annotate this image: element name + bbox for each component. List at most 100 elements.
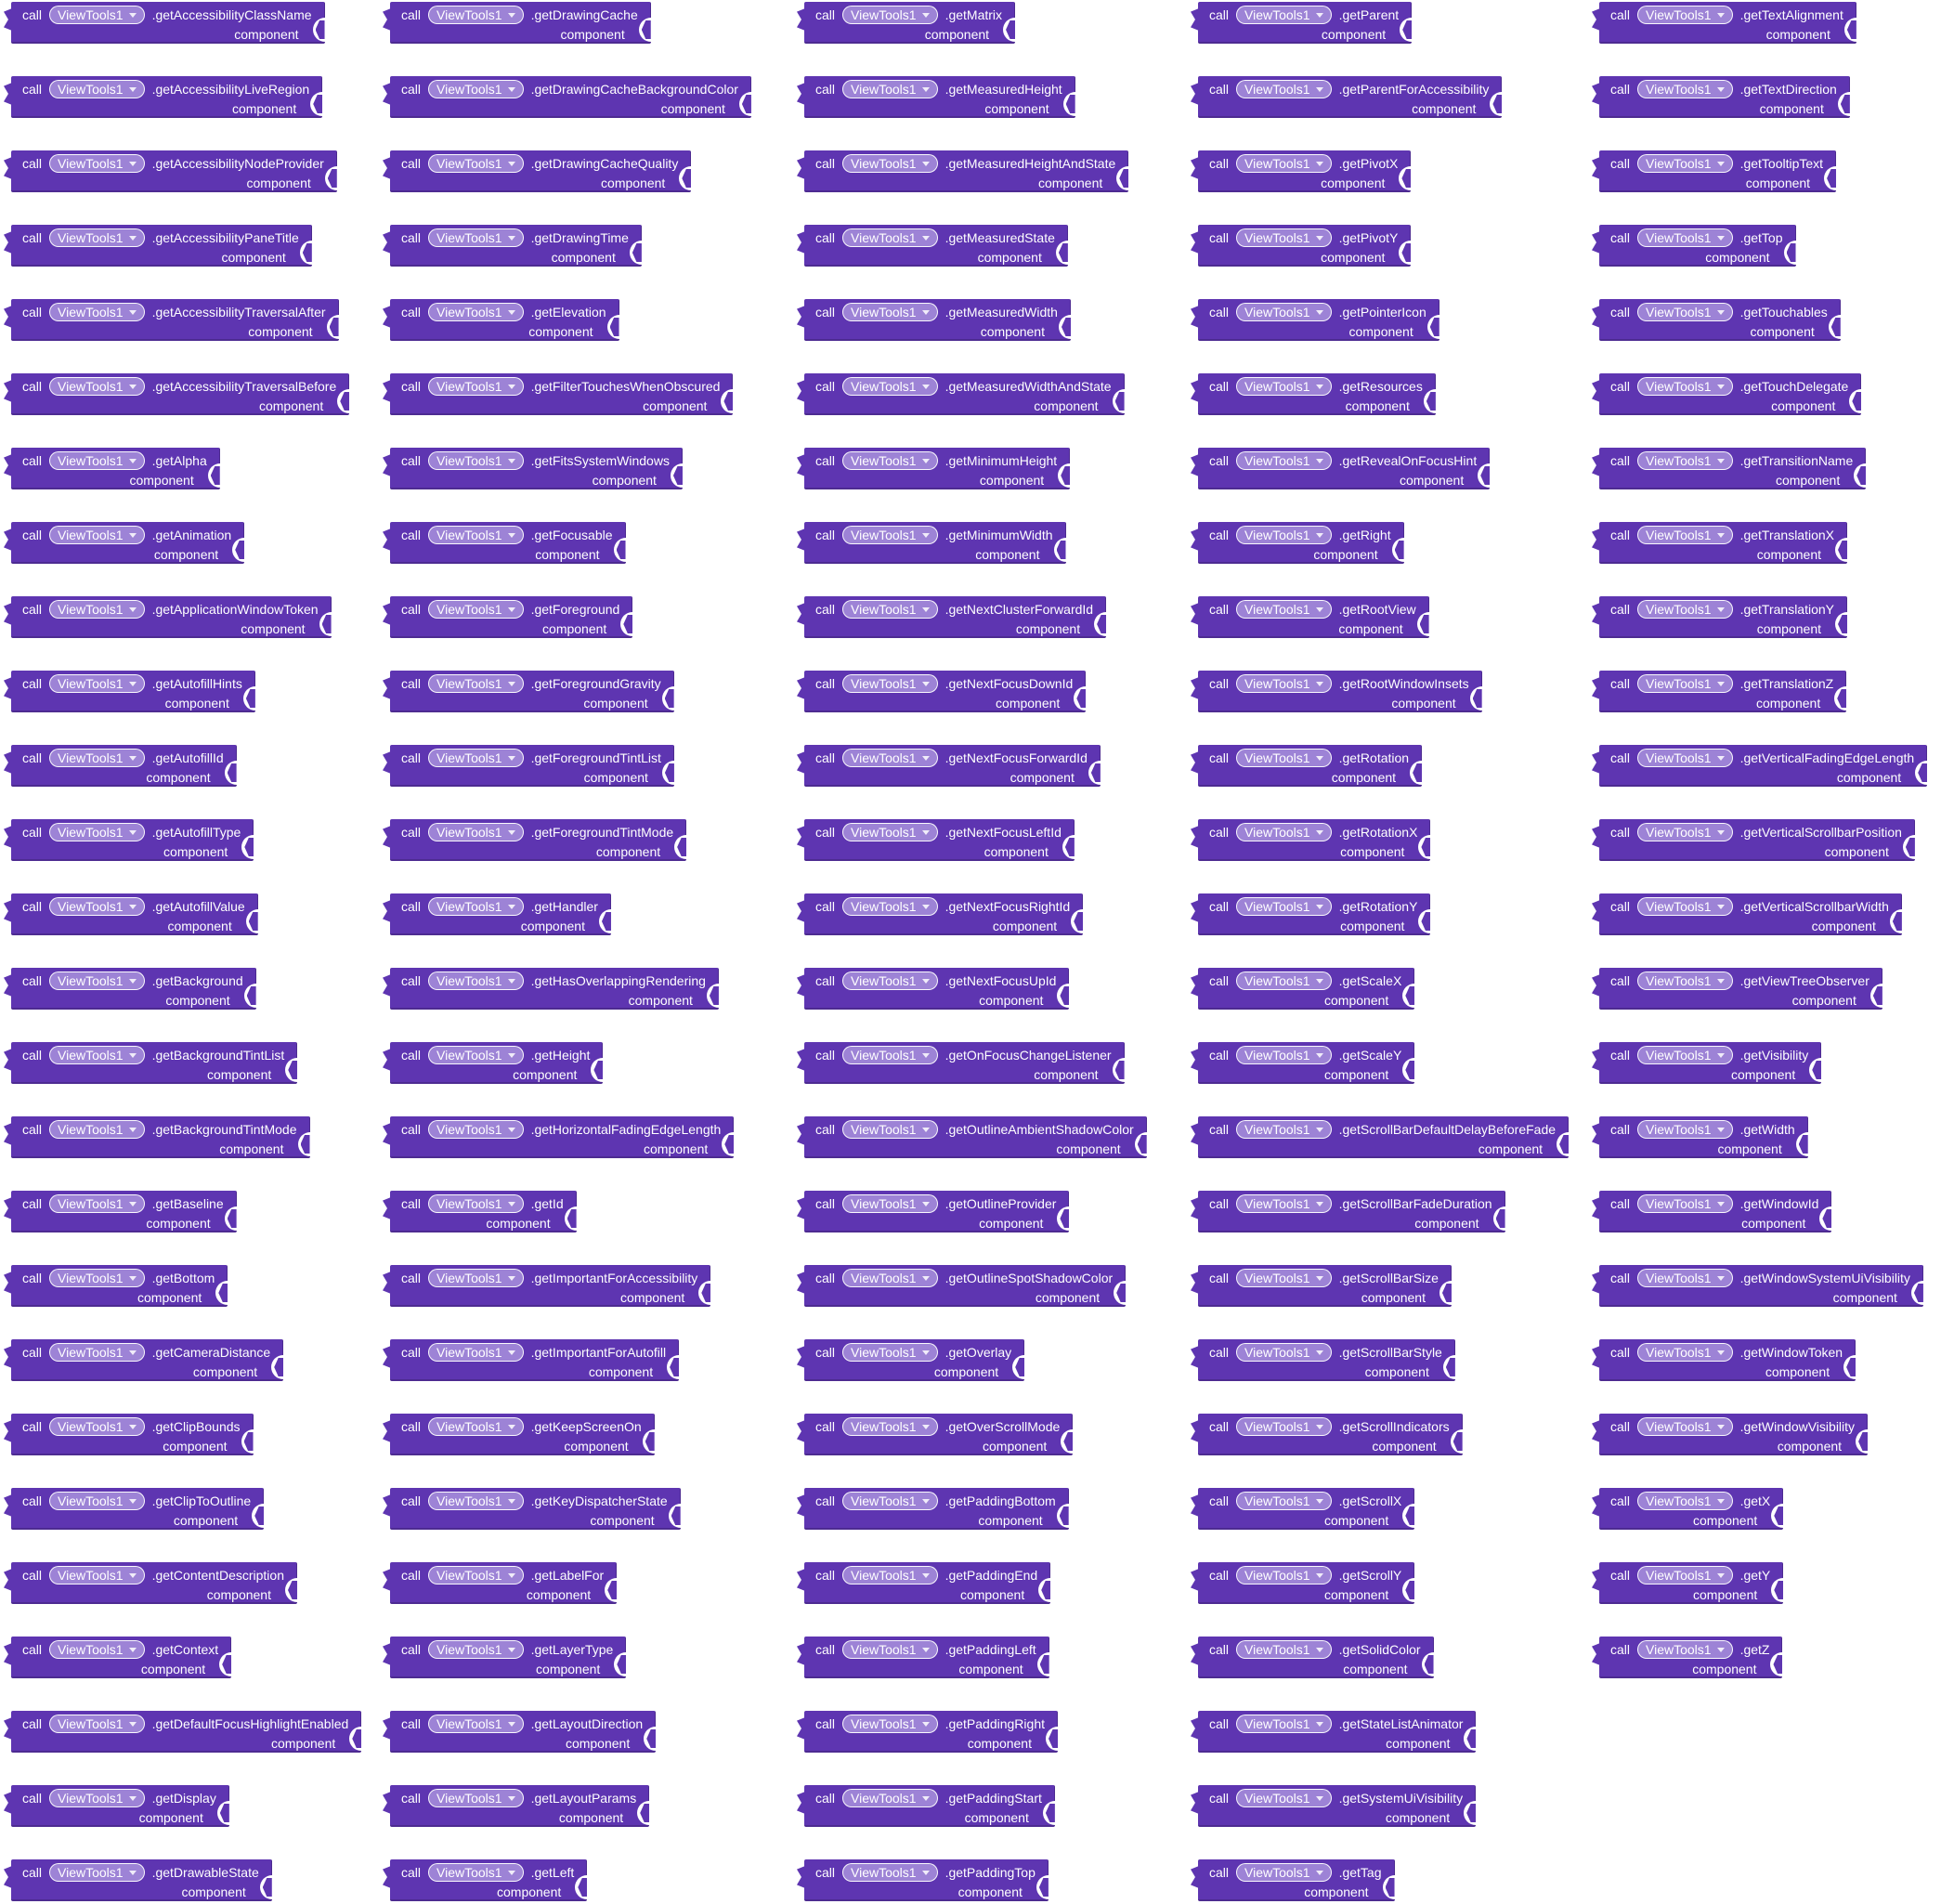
component-input-socket[interactable]: [1114, 1281, 1127, 1305]
method-call-block[interactable]: call ViewTools1 .getClipToOutline component: [4, 1488, 265, 1530]
method-call-block[interactable]: call ViewTools1 .getBackgroundTintMode comp…: [4, 1116, 310, 1158]
component-instance-dropdown[interactable]: ViewTools1: [842, 1343, 938, 1362]
component-instance-dropdown[interactable]: ViewTools1: [1637, 1343, 1733, 1362]
method-call-block[interactable]: call ViewTools1 .getOutlineSpotShadowColor…: [797, 1265, 1127, 1307]
component-instance-dropdown[interactable]: ViewTools1: [49, 600, 145, 619]
method-call-block[interactable]: call ViewTools1 .getMeasuredWidthAndState c…: [797, 373, 1125, 415]
component-input-socket[interactable]: [1834, 686, 1847, 711]
method-call-block[interactable]: call ViewTools1 .getTop component: [1592, 225, 1796, 267]
component-input-socket[interactable]: [243, 984, 256, 1008]
method-call-block[interactable]: call ViewTools1 .getKeyDispatcherState comp…: [383, 1488, 681, 1530]
method-call-block[interactable]: call ViewTools1 .getOutlineAmbientShadowCo…: [797, 1116, 1147, 1158]
method-call-block[interactable]: call ViewTools1 .getDrawingCacheQuality com…: [383, 150, 692, 192]
method-call-block[interactable]: call ViewTools1 .getTextAlignment component: [1592, 2, 1856, 44]
method-call-block[interactable]: call ViewTools1 .getCameraDistance componen…: [4, 1339, 284, 1381]
method-call-block[interactable]: call ViewTools1 .getContext component: [4, 1637, 232, 1678]
method-call-block[interactable]: call ViewTools1 .getPaddingLeft component: [797, 1637, 1049, 1678]
component-instance-dropdown[interactable]: ViewTools1: [428, 1343, 524, 1362]
component-input-socket[interactable]: [241, 1429, 254, 1454]
method-call-block[interactable]: call ViewTools1 .getRootWindowInsets compon…: [1191, 671, 1482, 712]
component-instance-dropdown[interactable]: ViewTools1: [49, 972, 145, 990]
component-instance-dropdown[interactable]: ViewTools1: [1637, 1492, 1733, 1510]
component-input-socket[interactable]: [1557, 1132, 1570, 1156]
component-instance-dropdown[interactable]: ViewTools1: [49, 823, 145, 841]
component-input-socket[interactable]: [312, 18, 325, 42]
component-instance-dropdown[interactable]: ViewTools1: [1236, 897, 1332, 916]
method-call-block[interactable]: call ViewTools1 .getLayerType component: [383, 1637, 627, 1678]
method-call-block[interactable]: call ViewTools1 .getRotation component: [1191, 745, 1423, 787]
component-instance-dropdown[interactable]: ViewTools1: [1637, 1120, 1733, 1139]
component-input-socket[interactable]: [1055, 241, 1068, 265]
component-input-socket[interactable]: [613, 538, 626, 562]
component-instance-dropdown[interactable]: ViewTools1: [428, 1566, 524, 1584]
method-call-block[interactable]: call ViewTools1 .getTouchables component: [1592, 299, 1841, 341]
component-instance-dropdown[interactable]: ViewTools1: [49, 1863, 145, 1882]
component-instance-dropdown[interactable]: ViewTools1: [428, 1863, 524, 1882]
component-input-socket[interactable]: [310, 92, 323, 116]
component-input-socket[interactable]: [1442, 1355, 1455, 1379]
component-input-socket[interactable]: [215, 1281, 228, 1305]
component-instance-dropdown[interactable]: ViewTools1: [1236, 1269, 1332, 1287]
component-instance-dropdown[interactable]: ViewTools1: [1637, 1640, 1733, 1659]
component-input-socket[interactable]: [1771, 1504, 1784, 1528]
component-instance-dropdown[interactable]: ViewTools1: [842, 823, 938, 841]
method-call-block[interactable]: call ViewTools1 .getLayoutParams component: [383, 1785, 650, 1827]
component-instance-dropdown[interactable]: ViewTools1: [1637, 972, 1733, 990]
component-input-socket[interactable]: [1062, 92, 1075, 116]
method-call-block[interactable]: call ViewTools1 .getTouchDelegate component: [1592, 373, 1862, 415]
component-instance-dropdown[interactable]: ViewTools1: [1236, 1566, 1332, 1584]
component-instance-dropdown[interactable]: ViewTools1: [1236, 600, 1332, 619]
method-call-block[interactable]: call ViewTools1 .getClipBounds component: [4, 1414, 254, 1455]
component-input-socket[interactable]: [1869, 984, 1882, 1008]
method-call-block[interactable]: call ViewTools1 .getLeft component: [383, 1859, 588, 1901]
component-instance-dropdown[interactable]: ViewTools1: [1236, 1417, 1332, 1436]
method-call-block[interactable]: call ViewTools1 .getRotationX component: [1191, 819, 1431, 861]
component-instance-dropdown[interactable]: ViewTools1: [428, 600, 524, 619]
component-input-socket[interactable]: [1038, 1578, 1051, 1602]
component-instance-dropdown[interactable]: ViewTools1: [49, 674, 145, 693]
component-instance-dropdown[interactable]: ViewTools1: [1236, 1715, 1332, 1733]
component-instance-dropdown[interactable]: ViewTools1: [49, 1194, 145, 1213]
component-instance-dropdown[interactable]: ViewTools1: [842, 972, 938, 990]
component-input-socket[interactable]: [670, 463, 683, 488]
component-input-socket[interactable]: [1809, 1058, 1822, 1082]
component-instance-dropdown[interactable]: ViewTools1: [49, 1715, 145, 1733]
component-input-socket[interactable]: [1056, 1504, 1069, 1528]
component-input-socket[interactable]: [1036, 1875, 1049, 1899]
component-instance-dropdown[interactable]: ViewTools1: [49, 1269, 145, 1287]
method-call-block[interactable]: call ViewTools1 .getDrawingTime component: [383, 225, 642, 267]
method-call-block[interactable]: call ViewTools1 .getAutofillType component: [4, 819, 254, 861]
component-input-socket[interactable]: [1053, 538, 1066, 562]
component-input-socket[interactable]: [1450, 1429, 1463, 1454]
component-input-socket[interactable]: [242, 686, 255, 711]
method-call-block[interactable]: call ViewTools1 .getTextDirection component: [1592, 76, 1850, 118]
component-instance-dropdown[interactable]: ViewTools1: [1236, 972, 1332, 990]
method-call-block[interactable]: call ViewTools1 .getPaddingEnd component: [797, 1562, 1051, 1604]
component-input-socket[interactable]: [1464, 1801, 1477, 1825]
component-input-socket[interactable]: [319, 612, 332, 636]
component-instance-dropdown[interactable]: ViewTools1: [428, 451, 524, 470]
component-input-socket[interactable]: [1835, 612, 1848, 636]
component-instance-dropdown[interactable]: ViewTools1: [1236, 1789, 1332, 1807]
method-call-block[interactable]: call ViewTools1 .getTranslationZ component: [1592, 671, 1847, 712]
component-input-socket[interactable]: [1402, 1504, 1415, 1528]
component-input-socket[interactable]: [1854, 463, 1867, 488]
component-instance-dropdown[interactable]: ViewTools1: [842, 897, 938, 916]
component-instance-dropdown[interactable]: ViewTools1: [1637, 228, 1733, 247]
method-call-block[interactable]: call ViewTools1 .getAccessibilityClassName…: [4, 2, 325, 44]
component-instance-dropdown[interactable]: ViewTools1: [49, 1046, 145, 1064]
method-call-block[interactable]: call ViewTools1 .getPaddingRight component: [797, 1711, 1058, 1753]
component-input-socket[interactable]: [324, 166, 337, 190]
component-instance-dropdown[interactable]: ViewTools1: [49, 228, 145, 247]
component-instance-dropdown[interactable]: ViewTools1: [842, 6, 938, 24]
component-instance-dropdown[interactable]: ViewTools1: [1637, 1269, 1733, 1287]
method-call-block[interactable]: call ViewTools1 .getHorizontalFadingEdgeLe…: [383, 1116, 735, 1158]
method-call-block[interactable]: call ViewTools1 .getScrollBarStyle componen…: [1191, 1339, 1455, 1381]
component-input-socket[interactable]: [1036, 1652, 1049, 1676]
component-input-socket[interactable]: [1843, 1355, 1856, 1379]
component-input-socket[interactable]: [644, 1727, 657, 1751]
component-instance-dropdown[interactable]: ViewTools1: [428, 1789, 524, 1807]
component-input-socket[interactable]: [1071, 909, 1084, 933]
component-instance-dropdown[interactable]: ViewTools1: [842, 600, 938, 619]
component-input-socket[interactable]: [1824, 166, 1837, 190]
